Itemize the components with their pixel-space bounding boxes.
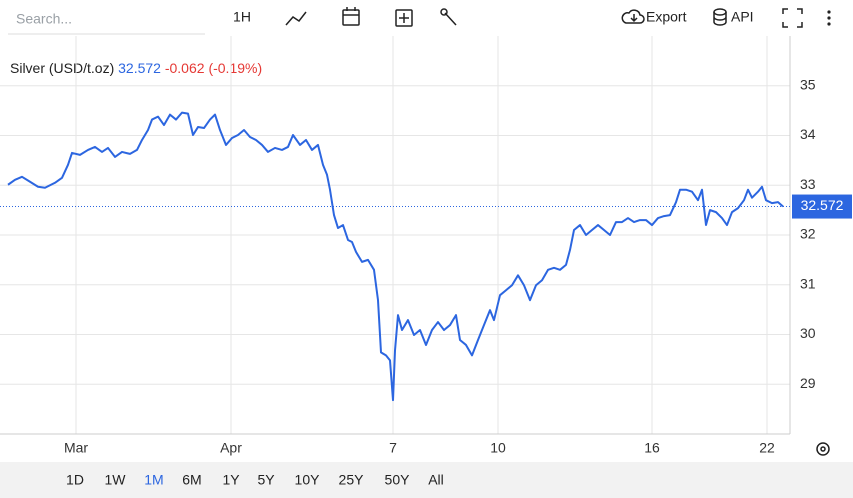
x-tick-label: 16 [644, 440, 660, 456]
range-button[interactable]: 1D [66, 472, 84, 488]
y-tick-label: 31 [800, 275, 816, 291]
x-tick-label: 10 [490, 440, 506, 456]
y-tick-label: 35 [800, 76, 816, 92]
y-tick-label: 34 [800, 126, 816, 142]
settings-tool-icon[interactable] [440, 8, 457, 26]
api-icon[interactable] [713, 8, 727, 26]
instrument-name: Silver (USD/t.oz) [10, 60, 114, 76]
range-button[interactable]: All [428, 472, 444, 488]
range-button[interactable]: 25Y [339, 472, 365, 488]
menu-icon[interactable] [827, 10, 831, 26]
y-tick-label: 29 [800, 375, 816, 391]
range-bar [0, 462, 853, 498]
price-change-pct: (-0.19%) [208, 60, 262, 76]
export-icon[interactable] [621, 9, 645, 24]
range-button[interactable]: 5Y [257, 472, 275, 488]
fullscreen-icon[interactable] [782, 8, 803, 28]
search-box[interactable]: Search... [16, 11, 72, 27]
range-button[interactable]: 6M [182, 472, 201, 488]
add-icon[interactable] [395, 9, 413, 27]
x-tick-label: Apr [220, 440, 242, 456]
last-price-tag-label: 32.572 [801, 197, 844, 213]
x-tick-label: Mar [64, 440, 88, 456]
interval-button[interactable]: 1H [233, 9, 251, 25]
y-tick-label: 33 [800, 176, 816, 192]
chart-header: Silver (USD/t.oz) 32.572 -0.062 (-0.19%) [10, 60, 262, 76]
last-price-tag [792, 194, 852, 219]
y-tick-label: 32 [800, 226, 816, 242]
last-price: 32.572 [118, 60, 161, 76]
chart-type-icon[interactable] [285, 11, 307, 26]
axis-settings-icon[interactable] [816, 442, 830, 456]
range-button[interactable]: 10Y [295, 472, 321, 488]
export-button[interactable]: Export [646, 9, 687, 25]
api-button[interactable]: API [731, 9, 754, 25]
x-tick-label: 7 [389, 440, 397, 456]
range-button[interactable]: 1W [105, 472, 127, 488]
range-button[interactable]: 1M [144, 472, 163, 488]
price-line [7, 111, 784, 402]
calendar-icon[interactable] [342, 7, 360, 26]
x-tick-label: 22 [759, 440, 775, 456]
y-tick-label: 30 [800, 325, 816, 341]
price-change: -0.062 [165, 60, 205, 76]
range-button[interactable]: 1Y [222, 472, 240, 488]
range-button[interactable]: 50Y [385, 472, 411, 488]
